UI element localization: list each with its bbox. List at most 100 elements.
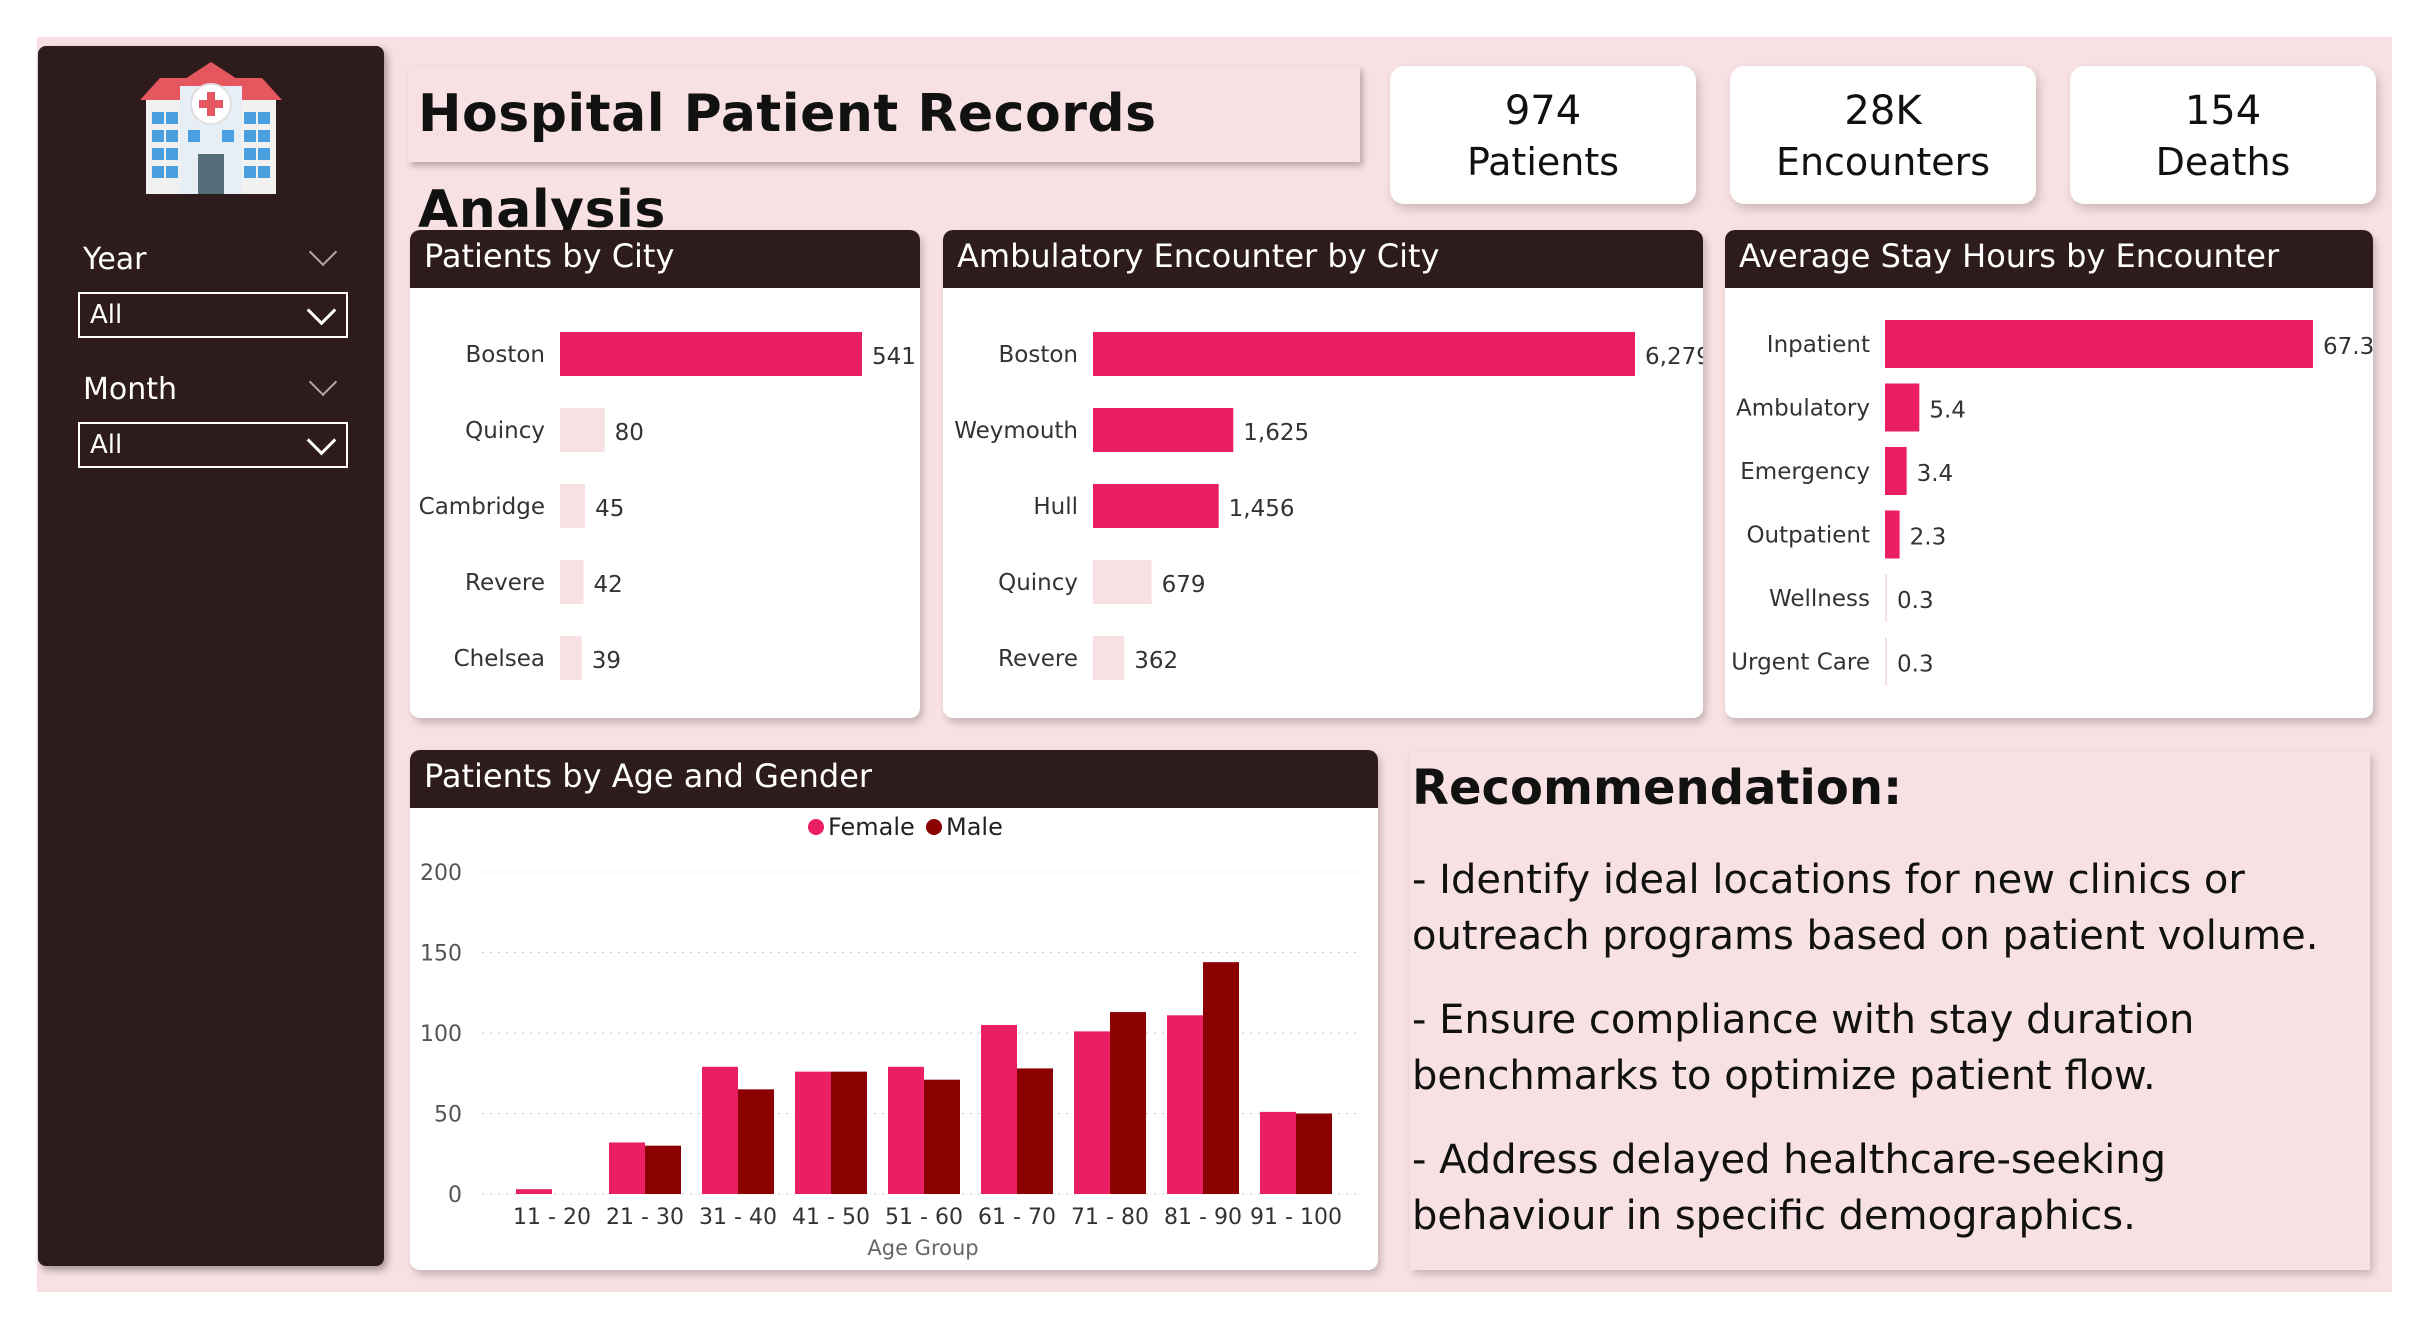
bar-female — [795, 1071, 831, 1194]
bar-female — [981, 1024, 1017, 1194]
year-dropdown-value: All — [90, 300, 123, 330]
bar — [1093, 484, 1219, 528]
month-dropdown-value: All — [90, 430, 123, 460]
y-tick-label: 200 — [420, 861, 462, 886]
data-label: 1,456 — [1229, 496, 1295, 522]
chart-title: Patients by Age and Gender — [410, 750, 1378, 808]
patients-by-city-chart: Boston 541 Quincy 80 Cambridge 45 Revere 42 Chel… — [419, 332, 916, 680]
chevron-down-icon[interactable] — [306, 425, 337, 456]
data-label: 3.4 — [1917, 461, 1954, 487]
data-label: 679 — [1162, 572, 1206, 598]
bar — [560, 636, 582, 680]
category-label: Hull — [1033, 494, 1078, 520]
month-filter-label: Month — [83, 372, 178, 407]
bar-female — [1167, 1015, 1203, 1194]
kpi-card-deaths: 154 Deaths — [2070, 66, 2376, 204]
data-label: 45 — [595, 496, 624, 522]
legend-label: Female — [828, 813, 915, 841]
bar — [1885, 510, 1900, 559]
chart-title: Ambulatory Encounter by City — [943, 230, 1703, 288]
bar — [1885, 637, 1887, 686]
kpi-card-patients: 974 Patients — [1390, 66, 1696, 204]
kpi-value: 28K — [1844, 88, 1922, 134]
bar-female — [702, 1066, 738, 1194]
category-label: Ambulatory — [1736, 396, 1870, 422]
category-label: Revere — [465, 570, 545, 596]
category-label: Inpatient — [1767, 332, 1870, 358]
title-card: Hospital Patient Records Analysis — [408, 66, 1360, 240]
chart-title: Average Stay Hours by Encounter Class — [1725, 230, 2373, 327]
category-label: Boston — [998, 342, 1078, 368]
bar-female — [1074, 1031, 1110, 1194]
category-label: Cambridge — [419, 494, 545, 520]
bar-male — [1203, 962, 1239, 1194]
data-label: 67.3 — [2323, 334, 2373, 360]
legend-label: Male — [946, 813, 1003, 841]
recommendation-item: - Address delayed healthcare-seeking beh… — [1412, 1137, 2166, 1239]
data-label: 362 — [1134, 648, 1178, 674]
kpi-card-encounters: 28K Encounters — [1730, 66, 2036, 204]
category-label: Quincy — [465, 418, 545, 444]
bar — [560, 408, 605, 452]
category-label: Outpatient — [1746, 523, 1870, 549]
bar — [1885, 383, 1920, 432]
bar-male — [645, 1145, 681, 1194]
x-tick-label: 21 - 30 — [606, 1205, 684, 1230]
chevron-down-icon[interactable] — [306, 295, 337, 326]
legend-marker — [808, 819, 824, 835]
data-label: 5.4 — [1929, 398, 1966, 424]
bar-male — [1110, 1012, 1146, 1194]
bar-female — [609, 1142, 645, 1194]
x-tick-label: 81 - 90 — [1164, 1205, 1242, 1230]
recommendation-panel: Recommendation: - Identify ideal locatio… — [1410, 752, 2370, 1270]
category-label: Revere — [998, 646, 1078, 672]
category-label: Boston — [465, 342, 545, 368]
year-dropdown[interactable]: All — [78, 292, 348, 338]
y-tick-label: 50 — [434, 1103, 462, 1128]
data-label: 2.3 — [1910, 525, 1947, 551]
year-filter-collapse-icon[interactable] — [308, 237, 338, 267]
x-tick-label: 91 - 100 — [1250, 1205, 1342, 1230]
month-filter-collapse-icon[interactable] — [308, 367, 338, 397]
hospital-icon — [140, 62, 282, 194]
kpi-label: Patients — [1466, 140, 1620, 184]
year-filter-label: Year — [83, 242, 147, 277]
y-tick-label: 100 — [420, 1022, 462, 1047]
x-tick-label: 31 - 40 — [699, 1205, 777, 1230]
page-title: Hospital Patient Records Analysis — [418, 84, 1157, 240]
month-dropdown[interactable]: All — [78, 422, 348, 468]
y-tick-label: 150 — [420, 942, 462, 967]
x-tick-label: 11 - 20 — [513, 1205, 591, 1230]
category-label: Wellness — [1769, 586, 1870, 612]
bar — [560, 332, 862, 376]
ambulatory-encounter-panel: Boston 6,279 Weymouth 1,625 Hull 1,456 Quincy 6… — [943, 230, 1703, 718]
kpi-value: 154 — [2184, 88, 2262, 134]
bar — [1885, 447, 1907, 495]
category-label: Chelsea — [454, 646, 545, 672]
category-label: Weymouth — [954, 418, 1078, 444]
data-label: 42 — [593, 572, 622, 598]
data-label: 80 — [615, 420, 644, 446]
recommendation-title: Recommendation: — [1412, 760, 1903, 816]
x-tick-label: 51 - 60 — [885, 1205, 963, 1230]
data-label: 1,625 — [1243, 420, 1309, 446]
bar — [1093, 408, 1234, 452]
bar-female — [1260, 1111, 1296, 1194]
age-gender-panel: 0 50 100 150 200 11 - 20 21 - 30 31 - 40 41 - 50… — [410, 750, 1378, 1270]
bar-female — [888, 1066, 924, 1194]
legend-marker — [926, 819, 942, 835]
bar-male — [1296, 1113, 1332, 1194]
category-label: Emergency — [1740, 459, 1870, 485]
patients-by-city-panel: Boston 541 Quincy 80 Cambridge 45 Revere 42 Chel… — [410, 230, 920, 718]
bar — [560, 484, 586, 528]
bar — [1093, 560, 1152, 604]
bar — [560, 560, 584, 604]
sidebar: Year All Month All — [38, 46, 384, 1266]
recommendation-item: - Ensure compliance with stay duration b… — [1412, 997, 2195, 1099]
ambulatory-encounter-chart: Boston 6,279 Weymouth 1,625 Hull 1,456 Quincy 6… — [954, 332, 1703, 680]
bar-female — [516, 1189, 552, 1194]
x-tick-label: 71 - 80 — [1071, 1205, 1149, 1230]
avg-stay-hours-chart: Inpatient 67.3 Ambulatory 5.4 Emergency 3.4 Ou… — [1731, 320, 2373, 686]
kpi-label: Deaths — [2155, 140, 2291, 184]
bar-male — [1017, 1068, 1053, 1194]
